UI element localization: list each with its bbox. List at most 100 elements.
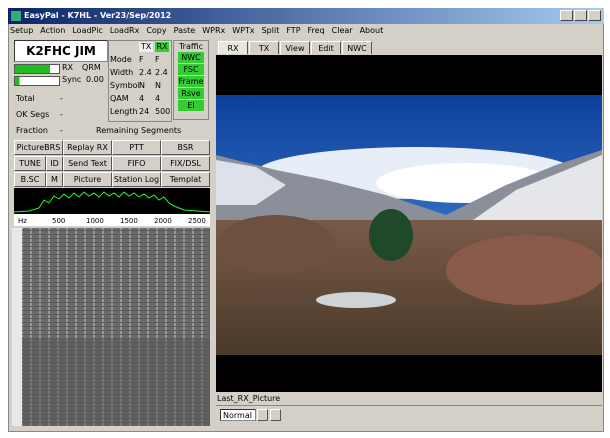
ok-segs-value: -	[60, 110, 63, 119]
menu-item[interactable]: Copy	[146, 26, 167, 35]
ok-segs-label: OK Segs	[16, 110, 50, 119]
param-label: Symbol	[110, 81, 140, 90]
button[interactable]: B.SC	[14, 172, 46, 187]
param-value: 24	[139, 107, 150, 116]
scale-label: 1000	[86, 217, 104, 225]
param-value: 2.4	[139, 68, 152, 77]
param-label: QAM	[110, 94, 129, 103]
param-value: F	[139, 55, 144, 64]
button[interactable]: BSR	[161, 140, 210, 155]
button[interactable]: Replay RX	[63, 140, 112, 155]
scroll-right[interactable]	[270, 409, 281, 421]
fraction-value: -	[60, 126, 63, 135]
param-label: Length	[110, 107, 138, 116]
param-value: N	[139, 81, 145, 90]
maximize-button[interactable]	[574, 10, 587, 21]
traffic-led: EI	[178, 100, 204, 111]
waterfall-noise	[22, 338, 210, 426]
param-value: F	[155, 55, 160, 64]
spectrum-scale-bg	[14, 214, 210, 226]
rx-label: RX	[62, 63, 74, 72]
traffic-led: FSC	[178, 64, 204, 75]
params-table: TX RX Mode F F Width 2.4 2.4 Symbol N N QAM 4 4 Length…	[108, 40, 172, 122]
param-header: TX	[139, 42, 153, 52]
menu-item[interactable]: WPRx	[202, 26, 226, 35]
waterfall	[12, 228, 210, 426]
button[interactable]: PTT	[112, 140, 161, 155]
button-grid: PictureBRS Replay RX PTT BSR TUNE ID Send Text…	[14, 140, 210, 187]
menu-item[interactable]: About	[359, 26, 384, 35]
fraction-label: Fraction	[16, 126, 48, 135]
spectrum-bg	[14, 188, 210, 214]
qrm-label: QRM	[82, 63, 101, 72]
scale-label: 2000	[154, 217, 172, 225]
menu-item[interactable]: WPTx	[232, 26, 255, 35]
traffic-led: NWC	[178, 52, 204, 63]
bushes	[446, 235, 602, 305]
app-icon	[11, 11, 21, 21]
menu-item[interactable]: Action	[40, 26, 66, 35]
rx-level-bar	[14, 64, 60, 74]
mode-select[interactable]: Normal	[220, 409, 256, 421]
tab[interactable]: Edit	[311, 41, 341, 54]
button[interactable]: Send Text	[63, 156, 112, 171]
button[interactable]: ID	[46, 156, 63, 171]
traffic-led: Rsve	[178, 88, 204, 99]
param-value: 4	[139, 94, 145, 103]
tab[interactable]: NWC	[342, 41, 372, 54]
picture-view	[216, 55, 602, 392]
title-bar: EasyPal - K7HL - Ver23/Sep/2012	[8, 8, 604, 24]
button[interactable]: Templat	[161, 172, 210, 187]
sync-bar	[14, 76, 60, 86]
menu-item[interactable]: Paste	[173, 26, 196, 35]
minimize-button[interactable]	[560, 10, 573, 21]
button[interactable]: M	[46, 172, 63, 187]
menu-item[interactable]: Clear	[331, 26, 353, 35]
menu-item[interactable]: Setup	[10, 26, 34, 35]
snow-patch	[316, 292, 396, 308]
tab[interactable]: RX	[218, 41, 248, 54]
snr: 0.00	[86, 75, 104, 84]
menu-item[interactable]: Split	[261, 26, 280, 35]
snowy-slope	[216, 160, 286, 205]
menu-item[interactable]: LoadPic	[72, 26, 103, 35]
total-label: Total	[16, 94, 35, 103]
tab[interactable]: TX	[249, 41, 279, 54]
button[interactable]: FIX/DSL	[161, 156, 210, 171]
sync-label: Sync	[62, 75, 82, 84]
traffic-box: Traffic NWC FSC Frame Rsve EI	[173, 40, 209, 120]
param-value: 2.4	[155, 68, 168, 77]
scale-label: 1500	[120, 217, 138, 225]
scale-label: Hz	[18, 217, 27, 225]
param-label: Width	[110, 68, 134, 77]
picture-name: Last_RX_Picture	[217, 394, 281, 403]
pine-tree	[369, 209, 413, 261]
spectrum-scale: Hz 500 1000 1500 2000 2500	[18, 217, 206, 225]
param-value: N	[155, 81, 161, 90]
callsign: K2FHC JIM	[14, 40, 108, 62]
menu-item[interactable]: Freq	[307, 26, 325, 35]
menu-item[interactable]: LoadRx	[109, 26, 140, 35]
param-header: RX	[155, 42, 169, 52]
button[interactable]: PictureBRS	[14, 140, 63, 155]
button[interactable]: Station Log	[112, 172, 161, 187]
remaining-segments: Remaining Segments	[96, 126, 182, 135]
button[interactable]: Picture	[63, 172, 112, 187]
menu-bar: Setup Action LoadPic LoadRx Copy Paste WPRx WPT…	[10, 25, 383, 36]
param-value: 4	[155, 94, 161, 103]
button[interactable]: TUNE	[14, 156, 46, 171]
total-value: -	[60, 94, 63, 103]
tab[interactable]: View	[280, 41, 310, 54]
bottom-bar	[216, 405, 602, 424]
scale-label: 2500	[188, 217, 206, 225]
button[interactable]: FIFO	[112, 156, 161, 171]
close-button[interactable]	[588, 10, 601, 21]
scale-label: 500	[52, 217, 65, 225]
param-label: Mode	[110, 55, 132, 64]
menu-item[interactable]: FTP	[286, 26, 301, 35]
param-value: 500	[155, 107, 171, 116]
waterfall-ruler	[12, 228, 22, 426]
spectrum-trace	[14, 191, 210, 213]
scroll-left[interactable]	[257, 409, 268, 421]
